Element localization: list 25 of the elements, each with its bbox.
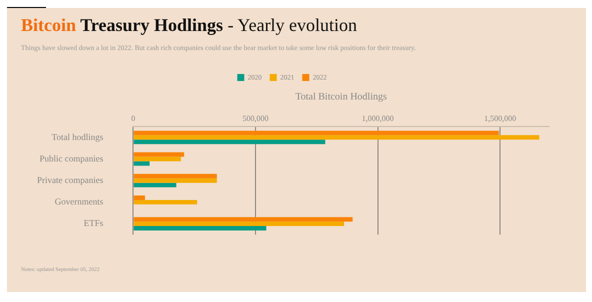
bar bbox=[134, 174, 217, 178]
bar bbox=[134, 200, 198, 204]
bar bbox=[134, 226, 266, 230]
y-tick-label: Governments bbox=[54, 196, 104, 207]
x-tick-label: 500,000 bbox=[242, 114, 269, 123]
chart-title: Bitcoin Treasury Hodlings - Yearly evolution bbox=[21, 15, 358, 35]
bar bbox=[134, 140, 326, 144]
x-axis-title: Total Bitcoin Hodlings bbox=[295, 92, 387, 103]
bar bbox=[134, 130, 499, 136]
y-tick-label: Public companies bbox=[39, 153, 104, 164]
bar bbox=[134, 161, 150, 166]
x-tick-label: 1,000,000 bbox=[362, 114, 394, 123]
x-tick-label: 1,500,000 bbox=[484, 114, 516, 123]
y-tick-label: Private companies bbox=[36, 174, 104, 185]
bar bbox=[134, 217, 353, 222]
y-tick-label: Total hodlings bbox=[52, 132, 104, 142]
bar bbox=[134, 178, 217, 183]
bar bbox=[134, 196, 145, 200]
bar bbox=[134, 222, 344, 226]
bar bbox=[134, 156, 181, 162]
x-tick-label: 0 bbox=[131, 114, 136, 123]
bar bbox=[134, 182, 176, 188]
y-tick-label: ETFs bbox=[84, 218, 104, 228]
bar bbox=[134, 152, 184, 157]
bar bbox=[134, 135, 540, 140]
